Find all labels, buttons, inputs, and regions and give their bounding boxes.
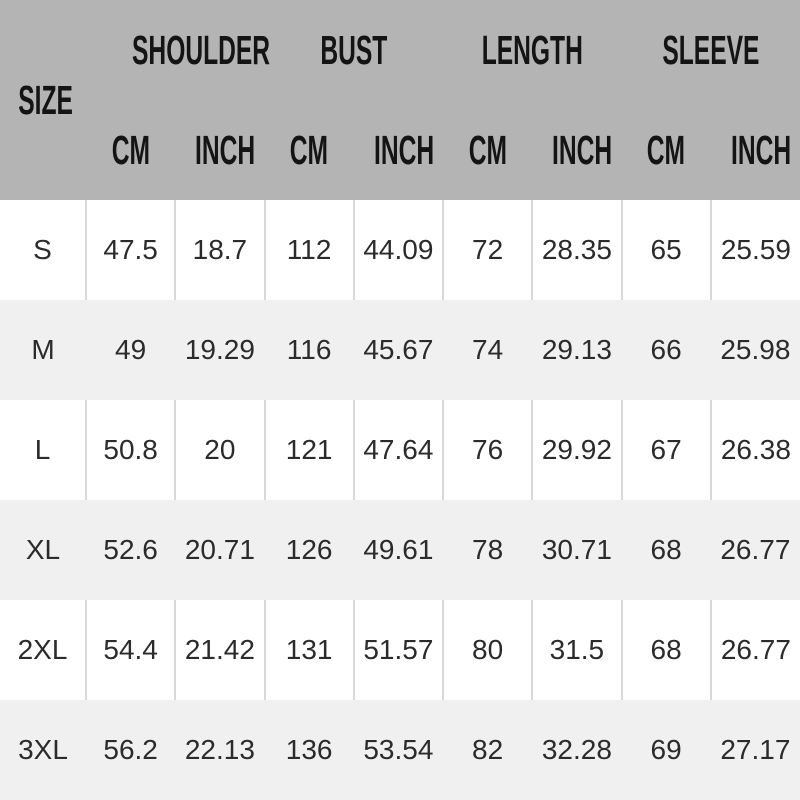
value-cell: 49.61 <box>353 500 443 600</box>
unit-header-length-cm: CM <box>443 100 533 200</box>
value-cell: 20.71 <box>175 500 265 600</box>
value-cell: 20 <box>175 400 266 500</box>
size-cell: XL <box>0 500 86 600</box>
unit-header-shoulder-cm: CM <box>86 100 176 200</box>
unit-header-row: CM INCH CM INCH CM INCH CM INCH <box>0 100 800 200</box>
value-cell: 52.6 <box>86 500 176 600</box>
sleeve-header-label: SLEEVE <box>662 26 760 73</box>
value-cell: 112 <box>264 200 355 300</box>
value-cell: 29.13 <box>532 300 622 400</box>
corner-header-size: SIZE <box>0 0 86 200</box>
value-cell: 121 <box>264 400 355 500</box>
size-header-label: SIZE <box>18 76 73 123</box>
table-row-s: S 47.5 18.7 112 44.09 72 28.35 65 25.59 <box>0 200 800 300</box>
value-cell: 29.92 <box>532 400 623 500</box>
value-cell: 18.7 <box>175 200 266 300</box>
size-chart-body: S 47.5 18.7 112 44.09 72 28.35 65 25.59 … <box>0 200 800 800</box>
value-cell: 68 <box>621 500 711 600</box>
value-cell: 116 <box>264 300 354 400</box>
value-cell: 72 <box>443 200 534 300</box>
value-cell: 78 <box>443 500 533 600</box>
value-cell: 65 <box>621 200 712 300</box>
value-cell: 136 <box>264 700 354 800</box>
size-cell: M <box>0 300 86 400</box>
value-cell: 47.5 <box>86 200 177 300</box>
group-header-row: SIZE SHOULDER BUST LENGTH SLEEVE <box>0 0 800 200</box>
value-cell: 47.64 <box>353 400 445 500</box>
value-cell: 26.77 <box>710 600 800 700</box>
value-cell: 25.98 <box>710 300 800 400</box>
size-chart-header: SIZE SHOULDER BUST LENGTH SLEEVE CM INCH… <box>0 0 800 200</box>
table-row-l: L 50.8 20 121 47.64 76 29.92 67 26.38 <box>0 400 800 500</box>
unit-header-bust-inch: INCH <box>353 100 443 200</box>
value-cell: 30.71 <box>532 500 622 600</box>
table-row-xl: XL 52.6 20.71 126 49.61 78 30.71 68 26.7… <box>0 500 800 600</box>
value-cell: 76 <box>443 400 534 500</box>
group-header-sleeve: SLEEVE <box>621 0 800 100</box>
value-cell: 50.8 <box>86 400 177 500</box>
length-header-label: LENGTH <box>481 26 583 73</box>
value-cell: 80 <box>443 600 534 700</box>
bust-header-label: BUST <box>320 26 388 73</box>
value-cell: 67 <box>621 400 712 500</box>
value-cell: 82 <box>443 700 533 800</box>
table-row-m: M 49 19.29 116 45.67 74 29.13 66 25.98 <box>0 300 800 400</box>
size-cell: S <box>0 200 87 300</box>
unit-header-shoulder-inch: INCH <box>175 100 265 200</box>
value-cell: 25.59 <box>710 200 800 300</box>
table-row-3xl: 3XL 56.2 22.13 136 53.54 82 32.28 69 27.… <box>0 700 800 800</box>
unit-header-length-inch: INCH <box>532 100 622 200</box>
table-row-2xl: 2XL 54.4 21.42 131 51.57 80 31.5 68 26.7… <box>0 600 800 700</box>
unit-header-sleeve-cm: CM <box>621 100 711 200</box>
value-cell: 54.4 <box>86 600 177 700</box>
value-cell: 31.5 <box>532 600 623 700</box>
group-header-shoulder: SHOULDER <box>86 0 270 100</box>
group-header-length: LENGTH <box>443 0 622 100</box>
value-cell: 69 <box>621 700 711 800</box>
value-cell: 28.35 <box>532 200 623 300</box>
value-cell: 45.67 <box>353 300 443 400</box>
unit-header-bust-cm: CM <box>264 100 354 200</box>
value-cell: 49 <box>86 300 176 400</box>
value-cell: 131 <box>264 600 355 700</box>
value-cell: 21.42 <box>175 600 266 700</box>
value-cell: 66 <box>621 300 711 400</box>
unit-header-sleeve-inch: INCH <box>710 100 800 200</box>
value-cell: 22.13 <box>175 700 265 800</box>
size-cell: 2XL <box>0 600 87 700</box>
value-cell: 32.28 <box>532 700 622 800</box>
value-cell: 26.38 <box>710 400 800 500</box>
size-cell: L <box>0 400 87 500</box>
value-cell: 27.17 <box>710 700 800 800</box>
shoulder-header-label: SHOULDER <box>132 26 271 73</box>
value-cell: 44.09 <box>353 200 445 300</box>
value-cell: 53.54 <box>353 700 443 800</box>
group-header-bust: BUST <box>264 0 443 100</box>
value-cell: 26.77 <box>710 500 800 600</box>
value-cell: 68 <box>621 600 712 700</box>
value-cell: 19.29 <box>175 300 265 400</box>
value-cell: 74 <box>443 300 533 400</box>
size-cell: 3XL <box>0 700 86 800</box>
value-cell: 51.57 <box>353 600 445 700</box>
value-cell: 56.2 <box>86 700 176 800</box>
value-cell: 126 <box>264 500 354 600</box>
